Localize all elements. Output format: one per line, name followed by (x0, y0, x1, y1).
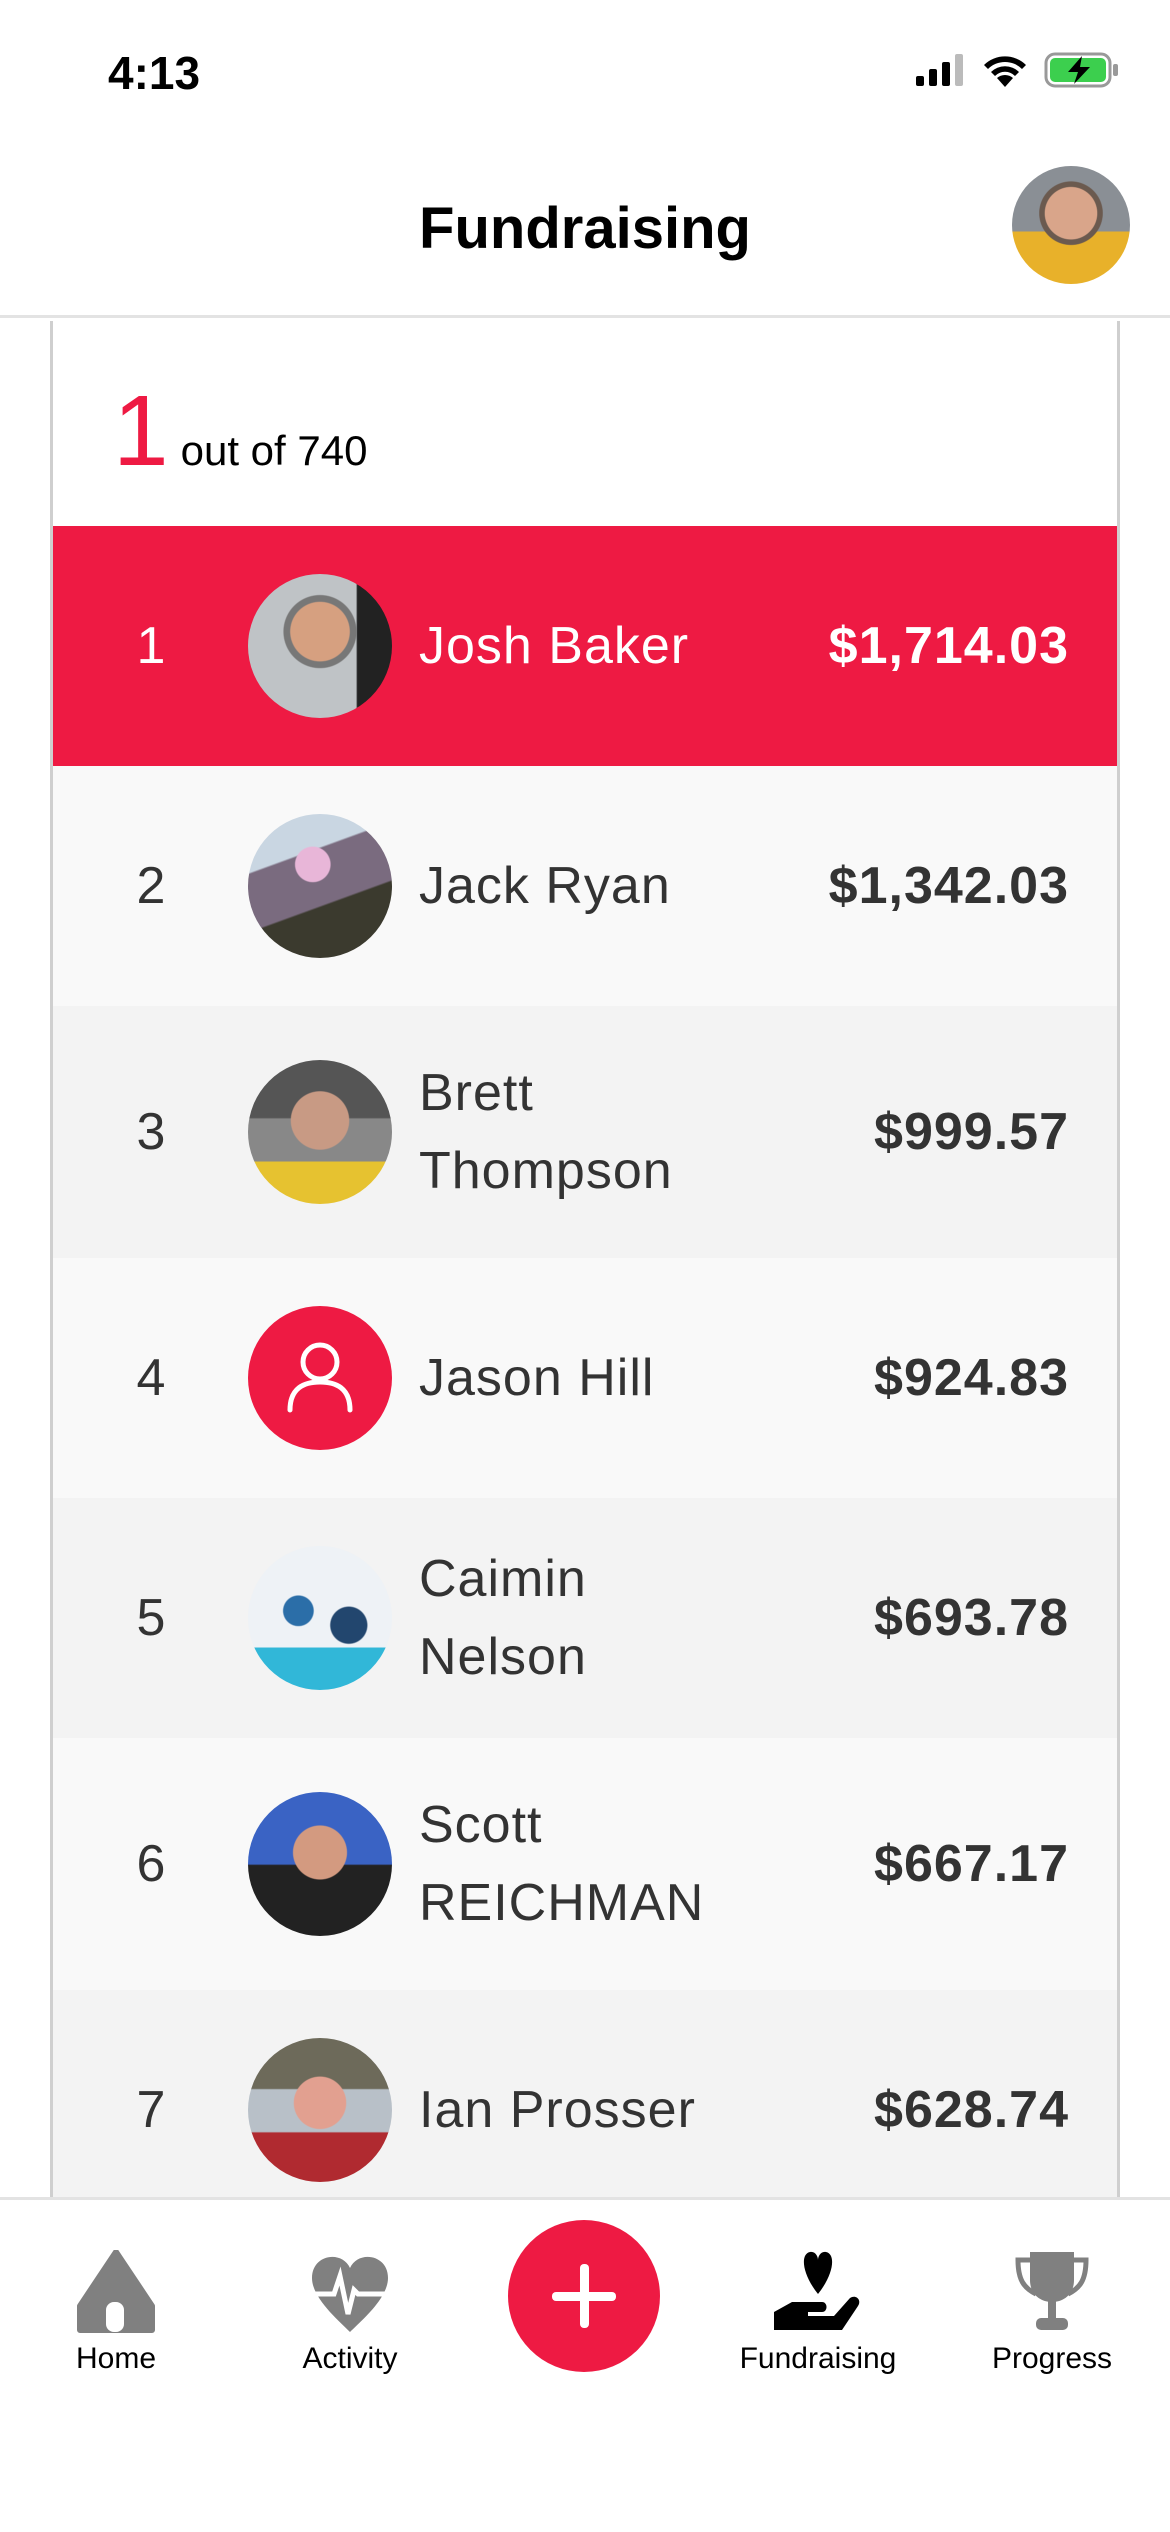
hand-heart-icon (774, 2251, 860, 2330)
user-avatar (248, 1792, 392, 1936)
rank-number: 7 (136, 2081, 166, 2139)
leaderboard-row[interactable]: 6 Scott REICHMAN $667.17 (53, 1738, 1117, 1990)
bottom-tab-bar: Home Activity Fundraising Progress (0, 2197, 1170, 2532)
user-avatar (248, 1546, 392, 1690)
status-time: 4:13 (108, 47, 201, 99)
amount-raised: $1,714.03 (828, 617, 1069, 675)
rank-number: 1 (136, 617, 166, 675)
participant-name: Brett Thompson (419, 1064, 673, 1200)
participant-name: Caimin Nelson (419, 1550, 587, 1686)
status-bar: 4:13 (0, 0, 1170, 140)
user-avatar (248, 2038, 392, 2182)
page-title: Fundraising (419, 196, 751, 261)
participant-name: Jack Ryan (419, 857, 671, 915)
cellular-signal-icon (916, 54, 963, 86)
participant-name: Scott REICHMAN (419, 1796, 705, 1932)
tab-activity-label: Activity (302, 2342, 398, 2375)
rank-number: 5 (136, 1589, 166, 1647)
amount-raised: $999.57 (874, 1103, 1069, 1161)
tab-fundraising-label: Fundraising (739, 2342, 897, 2375)
amount-raised: $924.83 (874, 1349, 1069, 1407)
participant-name: Jason Hill (419, 1349, 655, 1407)
my-rank-summary: 1 out of 740 (113, 381, 367, 481)
amount-raised: $693.78 (874, 1589, 1069, 1647)
leaderboard-row[interactable]: 7 Ian Prosser $628.74 (53, 1990, 1117, 2197)
leaderboard-row[interactable]: 1 Josh Baker $1,714.03 (53, 526, 1117, 766)
heartbeat-icon (312, 2256, 388, 2332)
leaderboard-list[interactable]: 1 Josh Baker $1,714.03 2 Jack Ryan $1,342.03 3… (53, 526, 1117, 2197)
my-rank-number: 1 (113, 375, 169, 487)
trophy-icon (1015, 2252, 1089, 2330)
tab-fundraising[interactable]: Fundraising (718, 2250, 918, 2376)
amount-raised: $628.74 (874, 2081, 1069, 2139)
top-nav-bar: Fundraising (0, 140, 1170, 318)
user-avatar (248, 814, 392, 958)
add-button[interactable] (508, 2220, 660, 2372)
user-placeholder-icon (248, 1306, 392, 1450)
leaderboard-row[interactable]: 3 Brett Thompson $999.57 (53, 1006, 1117, 1258)
user-avatar (248, 1060, 392, 1204)
participant-name: Josh Baker (419, 617, 690, 675)
user-avatar (248, 574, 392, 718)
rank-number: 4 (136, 1349, 166, 1407)
tab-activity[interactable]: Activity (250, 2250, 450, 2376)
rank-number: 2 (136, 857, 166, 915)
participant-name: Ian Prosser (419, 2081, 696, 2139)
leaderboard-row[interactable]: 4 Jason Hill $924.83 (53, 1258, 1117, 1498)
amount-raised: $1,342.03 (828, 857, 1069, 915)
home-icon (77, 2250, 155, 2333)
tab-progress[interactable]: Progress (952, 2250, 1152, 2376)
tab-home[interactable]: Home (16, 2250, 216, 2376)
leaderboard-card: 1 out of 740 1 Josh Baker $1,714.03 2 Jack R… (50, 321, 1120, 2197)
battery-charging-icon (1044, 52, 1118, 88)
leaderboard-row[interactable]: 5 Caimin Nelson $693.78 (53, 1498, 1117, 1738)
tab-progress-label: Progress (991, 2342, 1113, 2375)
rank-number: 3 (136, 1103, 166, 1161)
rank-number: 6 (136, 1835, 166, 1893)
tab-home-label: Home (75, 2342, 157, 2375)
rank-total-text: out of 740 (180, 427, 368, 474)
amount-raised: $667.17 (874, 1835, 1069, 1893)
leaderboard-row[interactable]: 2 Jack Ryan $1,342.03 (53, 766, 1117, 1006)
profile-avatar[interactable] (1012, 166, 1130, 284)
wifi-icon (984, 56, 1026, 87)
